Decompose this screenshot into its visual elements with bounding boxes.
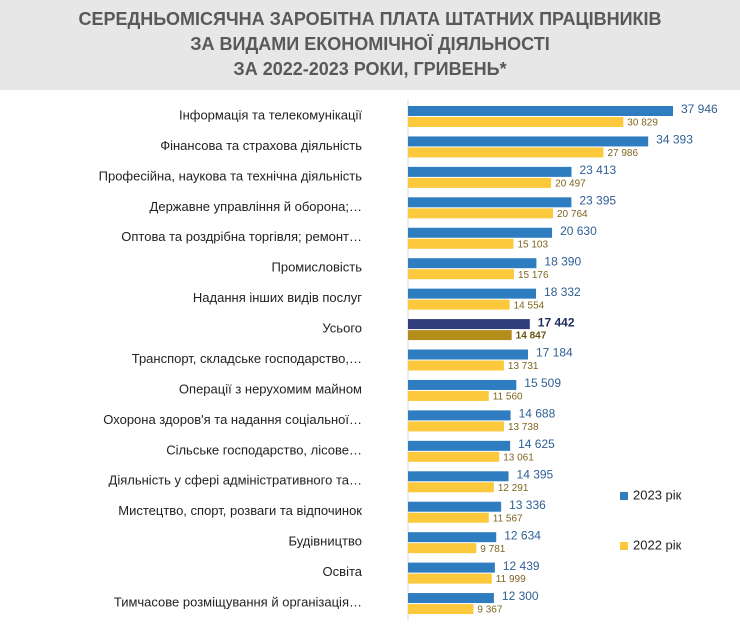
bar — [408, 258, 537, 269]
value-label: 12 634 — [504, 528, 541, 542]
bar — [408, 117, 624, 127]
y-tick-label: Операції з нерухомим майном — [179, 381, 362, 396]
y-tick-label: Охорона здоров'я та надання соціальної… — [103, 412, 362, 427]
value-label: 15 509 — [524, 376, 561, 390]
y-tick-label: Сільське господарство, лісове… — [166, 442, 362, 457]
bar — [408, 410, 511, 421]
bar — [408, 319, 530, 330]
value-label: 20 630 — [560, 224, 597, 238]
value-label: 27 986 — [607, 148, 638, 159]
y-tick-label: Усього — [322, 321, 362, 336]
bar — [408, 501, 502, 512]
y-tick-label: Тимчасове розміщування й організація… — [114, 594, 362, 609]
bar — [408, 593, 494, 604]
value-label: 12 300 — [502, 589, 539, 603]
value-label: 30 829 — [627, 118, 658, 129]
y-tick-label: Державне управління й оборона;… — [150, 199, 362, 214]
y-tick-label: Будівництво — [288, 534, 362, 549]
value-label: 15 176 — [518, 270, 549, 281]
bar — [408, 532, 497, 543]
bar — [408, 543, 477, 554]
value-label: 9 781 — [480, 544, 505, 555]
bar — [408, 390, 489, 401]
bar — [408, 421, 504, 432]
y-tick-label: Професійна, наукова та технічна діяльніс… — [99, 168, 363, 183]
value-label: 13 731 — [508, 361, 539, 372]
legend-swatch — [620, 492, 628, 500]
value-label: 13 336 — [509, 498, 546, 512]
bar — [408, 360, 504, 371]
bar — [408, 106, 673, 116]
bar — [408, 471, 509, 482]
value-label: 17 442 — [538, 315, 575, 329]
chart-title: СЕРЕДНЬОМІСЯЧНА ЗАРОБІТНА ПЛАТА ШТАТНИХ … — [78, 9, 661, 29]
y-tick-label: Інформація та телекомунікації — [179, 107, 362, 122]
bar — [408, 197, 572, 208]
bar — [408, 482, 494, 493]
y-tick-label: Освіта — [323, 564, 363, 579]
bar — [408, 379, 517, 390]
value-label: 23 413 — [580, 163, 617, 177]
y-tick-label: Транспорт, складське господарство,… — [132, 351, 362, 366]
title-banner — [0, 0, 740, 90]
bar — [408, 349, 529, 360]
chart-title: ЗА 2022-2023 РОКИ, ГРИВЕНЬ* — [233, 59, 506, 79]
bar — [408, 562, 495, 573]
y-tick-label: Оптова та роздрібна торгівля; ремонт… — [121, 229, 362, 244]
bar — [408, 136, 649, 147]
value-label: 20 764 — [557, 209, 588, 220]
value-label: 37 946 — [681, 102, 718, 116]
bar — [408, 208, 554, 219]
bar — [408, 166, 572, 177]
value-label: 14 625 — [518, 437, 555, 451]
y-tick-label: Промисловість — [272, 260, 363, 275]
legend-swatch — [620, 542, 628, 550]
legend-label: 2022 рік — [633, 537, 682, 552]
value-label: 11 567 — [493, 513, 523, 524]
bar — [408, 573, 492, 584]
value-label: 14 847 — [516, 331, 547, 342]
bar — [408, 512, 489, 523]
bar — [408, 288, 537, 299]
value-label: 14 554 — [514, 300, 545, 311]
bar — [408, 269, 514, 280]
value-label: 23 395 — [579, 193, 616, 207]
value-label: 12 439 — [503, 559, 540, 573]
value-label: 9 367 — [477, 605, 502, 616]
value-label: 11 999 — [496, 574, 526, 585]
bar — [408, 299, 510, 310]
value-label: 14 688 — [519, 407, 556, 421]
bar — [408, 451, 500, 462]
value-label: 18 390 — [544, 254, 581, 268]
value-label: 12 291 — [498, 483, 529, 494]
bar — [408, 330, 512, 341]
chart-title: ЗА ВИДАМИ ЕКОНОМІЧНОЇ ДІЯЛЬНОСТІ — [190, 34, 549, 54]
bar — [408, 147, 604, 158]
value-label: 18 332 — [544, 285, 581, 299]
value-label: 13 738 — [508, 422, 539, 433]
value-label: 17 184 — [536, 346, 573, 360]
y-tick-label: Фінансова та страхова діяльність — [160, 138, 362, 153]
legend-label: 2023 рік — [633, 487, 682, 502]
bar — [408, 604, 474, 615]
bar — [408, 440, 511, 451]
y-tick-label: Діяльність у сфері адміністративного та… — [109, 473, 362, 488]
y-tick-label: Надання інших видів послуг — [193, 290, 362, 305]
y-tick-label: Мистецтво, спорт, розваги та відпочинок — [118, 503, 362, 518]
bar — [408, 227, 553, 238]
value-label: 34 393 — [656, 133, 693, 147]
bar — [408, 238, 514, 249]
value-label: 15 103 — [517, 239, 548, 250]
value-label: 14 395 — [517, 467, 554, 481]
value-label: 11 560 — [493, 392, 523, 403]
value-label: 13 061 — [503, 452, 534, 463]
value-label: 20 497 — [555, 179, 586, 190]
bar — [408, 177, 552, 188]
